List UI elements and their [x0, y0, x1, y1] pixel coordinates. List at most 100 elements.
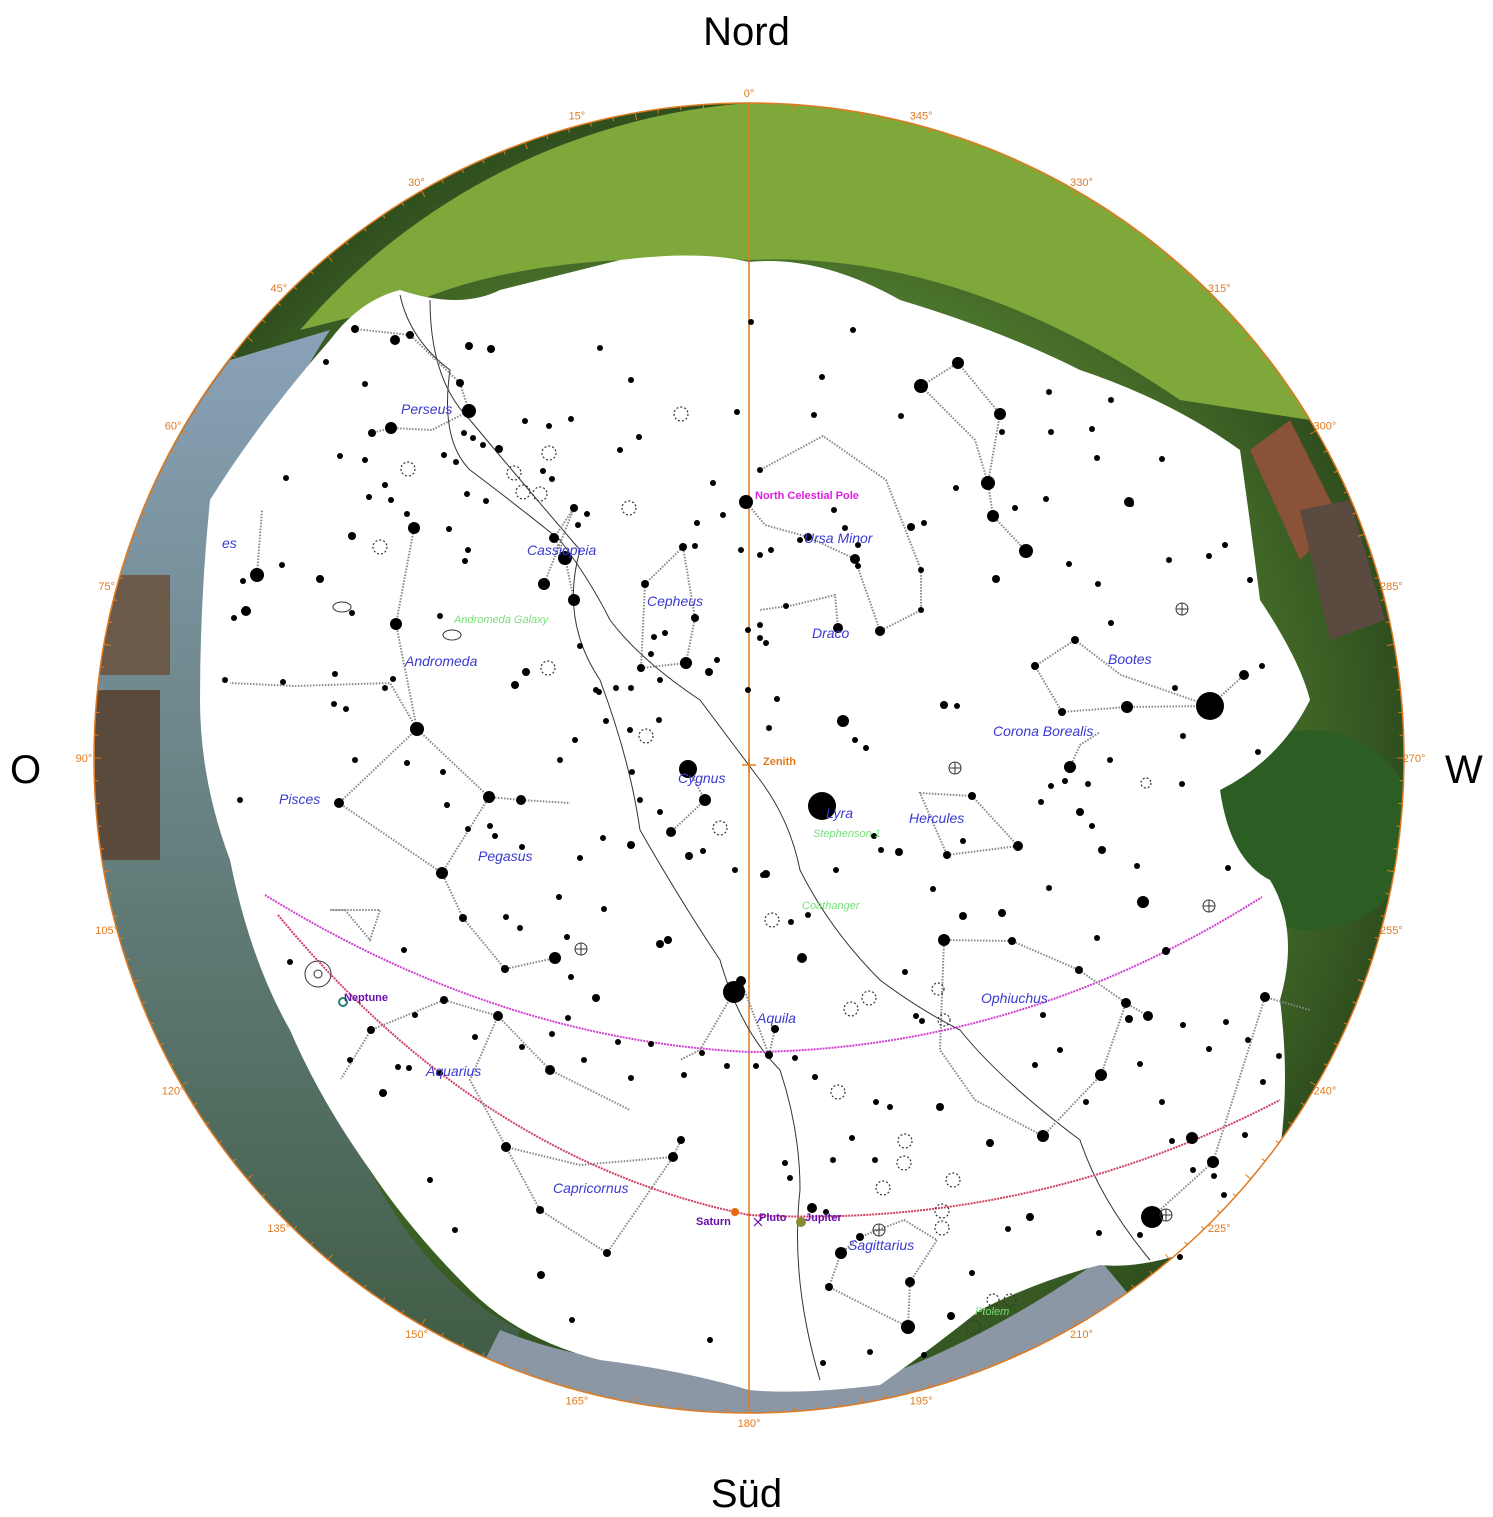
star	[792, 1055, 798, 1061]
star	[819, 374, 825, 380]
star	[1141, 1206, 1163, 1228]
star	[517, 925, 523, 931]
azimuth-label: 105°	[95, 925, 118, 937]
star	[603, 1249, 611, 1257]
star	[914, 379, 928, 393]
star	[1048, 429, 1054, 435]
star	[1089, 823, 1095, 829]
star	[362, 381, 368, 387]
azimuth-label: 270°	[1403, 753, 1426, 765]
label-pegasus: Pegasus	[478, 848, 532, 864]
star	[1159, 456, 1165, 462]
star	[331, 701, 337, 707]
star	[334, 798, 344, 808]
star	[540, 468, 546, 474]
azimuth-label: 0°	[744, 88, 755, 100]
star	[1107, 757, 1113, 763]
star	[545, 1065, 555, 1075]
label-sagittarius: Sagittarius	[848, 1237, 914, 1253]
star	[757, 622, 763, 628]
star	[388, 497, 394, 503]
star	[343, 706, 349, 712]
star	[436, 867, 448, 879]
star	[768, 547, 774, 553]
star	[1180, 733, 1186, 739]
star	[581, 1057, 587, 1063]
label-cepheus: Cepheus	[647, 593, 703, 609]
saturn-marker[interactable]	[731, 1208, 739, 1216]
star	[437, 613, 443, 619]
star	[519, 1044, 525, 1050]
star	[1108, 620, 1114, 626]
star	[1245, 1037, 1251, 1043]
star	[878, 847, 884, 853]
star	[901, 1320, 915, 1334]
star	[601, 906, 607, 912]
star	[947, 1312, 955, 1320]
star	[710, 480, 716, 486]
star	[1166, 557, 1172, 563]
star	[1096, 1230, 1102, 1236]
label-cygnus: Cygnus	[678, 770, 725, 786]
star	[1005, 1226, 1011, 1232]
star	[641, 580, 649, 588]
star	[352, 757, 358, 763]
star	[805, 912, 811, 918]
star	[734, 409, 740, 415]
star	[637, 797, 643, 803]
star	[662, 630, 668, 636]
star	[783, 603, 789, 609]
star	[680, 657, 692, 669]
star	[1137, 1232, 1143, 1238]
star	[1094, 455, 1100, 461]
star	[651, 634, 657, 640]
star	[366, 494, 372, 500]
star	[692, 543, 698, 549]
star	[732, 867, 738, 873]
star	[812, 1074, 818, 1080]
star	[993, 576, 999, 582]
star	[395, 1064, 401, 1070]
star	[1225, 865, 1231, 871]
star	[627, 727, 633, 733]
star	[918, 567, 924, 573]
star	[1162, 947, 1170, 955]
star	[1095, 581, 1101, 587]
star	[537, 1271, 545, 1279]
star	[549, 476, 555, 482]
label-capricornus: Capricornus	[553, 1180, 628, 1196]
star	[760, 872, 766, 878]
star	[406, 331, 414, 339]
star	[724, 1063, 730, 1069]
azimuth-label: 285°	[1380, 581, 1403, 593]
star	[918, 607, 924, 613]
star	[280, 679, 286, 685]
azimuth-label: 165°	[566, 1395, 589, 1407]
star	[368, 429, 376, 437]
star	[763, 640, 769, 646]
star	[987, 510, 999, 522]
star	[757, 467, 763, 473]
star	[1012, 505, 1018, 511]
star	[855, 563, 861, 569]
star	[617, 447, 623, 453]
star	[1221, 1192, 1227, 1198]
azimuth-label: 255°	[1380, 925, 1403, 937]
star	[782, 1160, 788, 1166]
star	[907, 523, 915, 531]
label-jupiter: Jupiter	[805, 1212, 842, 1224]
azimuth-label: 315°	[1208, 283, 1231, 295]
star	[872, 1157, 878, 1163]
star	[921, 1352, 927, 1358]
star	[1222, 542, 1228, 548]
star	[969, 1270, 975, 1276]
star	[568, 594, 580, 606]
star	[707, 1337, 713, 1343]
azimuth-label: 345°	[910, 111, 933, 123]
star	[952, 357, 964, 369]
star	[1046, 389, 1052, 395]
star	[745, 627, 751, 633]
label-hercules: Hercules	[909, 810, 964, 826]
star	[1128, 501, 1134, 507]
